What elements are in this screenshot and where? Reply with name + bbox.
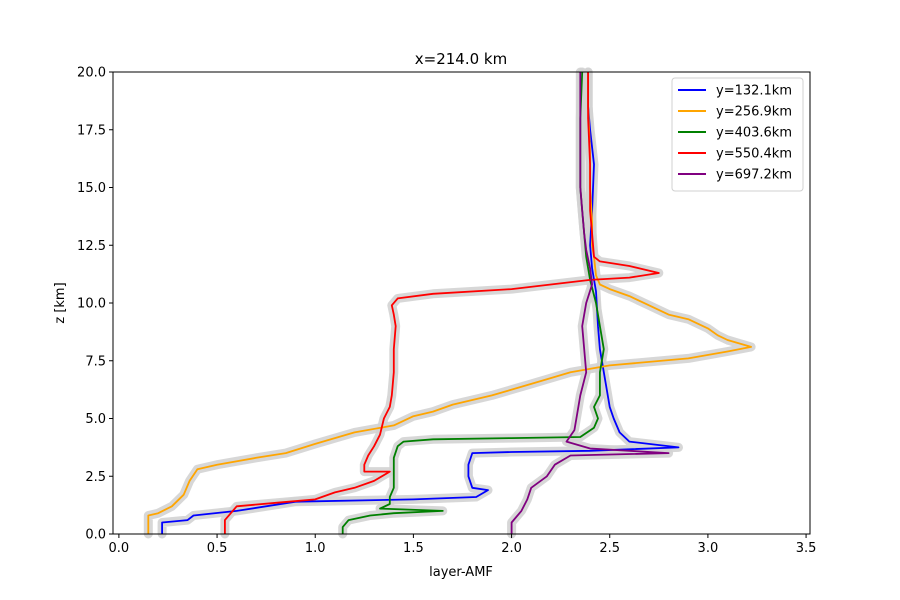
series-line-2: [147, 72, 752, 534]
y-tick-label: 20.0: [77, 66, 106, 81]
y-axis-label: z [km]: [53, 282, 68, 323]
series-line-3: [341, 71, 605, 534]
series-line-5: [510, 72, 670, 534]
legend-entry: y=403.6km: [716, 126, 792, 141]
legend-entry: y=256.9km: [716, 105, 792, 120]
x-tick-label: 3.0: [698, 541, 719, 556]
series-line-4: [224, 72, 660, 534]
uncertainty-band-2: [143, 67, 756, 539]
x-axis-label: layer-AMF: [429, 565, 493, 580]
y-axis-ticks: 0.0 2.5 5.0 7.5 10.0 12.5 15.0 17.5 20.0: [77, 66, 113, 543]
y-tick-label: 5.0: [85, 412, 106, 427]
x-tick-label: 0.0: [109, 541, 130, 556]
x-tick-label: 0.5: [207, 541, 228, 556]
y-tick-label: 7.5: [85, 354, 106, 369]
x-tick-label: 2.5: [599, 541, 620, 556]
uncertainty-bands: [143, 67, 756, 539]
x-tick-label: 3.5: [796, 541, 817, 556]
legend-entry: y=697.2km: [716, 168, 792, 183]
y-tick-label: 2.5: [85, 470, 106, 485]
x-tick-label: 2.0: [501, 541, 522, 556]
legend: y=132.1km y=256.9km y=403.6km y=550.4km y=69…: [671, 77, 804, 192]
x-tick-label: 1.5: [403, 541, 424, 556]
legend-entry: y=550.4km: [716, 147, 792, 162]
chart-title: x=214.0 km: [415, 50, 507, 68]
legend-box: [671, 77, 804, 192]
legend-entry: y=132.1km: [716, 84, 792, 99]
uncertainty-band-3: [338, 67, 609, 539]
y-tick-label: 10.0: [77, 297, 106, 312]
y-tick-label: 12.5: [77, 239, 106, 254]
x-tick-label: 1.0: [305, 541, 326, 556]
y-tick-label: 15.0: [77, 181, 106, 196]
y-tick-label: 0.0: [85, 528, 106, 543]
x-axis-ticks: 0.0 0.5 1.0 1.5 2.0 2.5 3.0 3.5: [109, 534, 817, 556]
series-lines: [147, 71, 752, 534]
y-tick-label: 17.5: [77, 123, 106, 138]
